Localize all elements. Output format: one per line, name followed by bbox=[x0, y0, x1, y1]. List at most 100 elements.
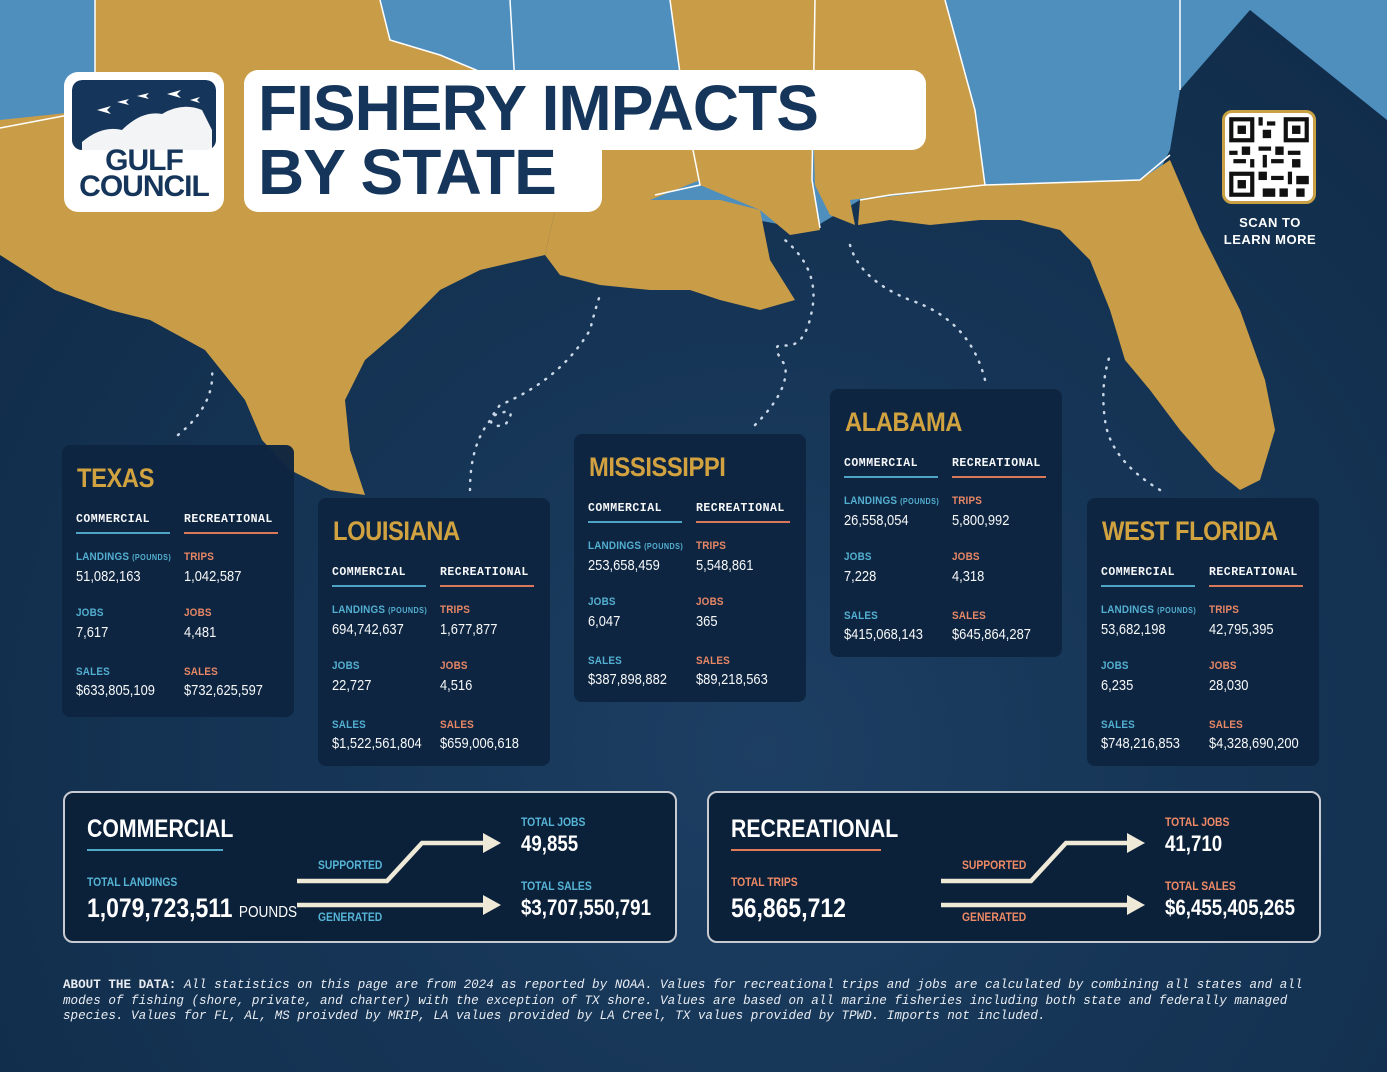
commercial-column-header: COMMERCIAL bbox=[588, 502, 682, 523]
recreational-trips-value: 1,677,877 bbox=[440, 621, 498, 638]
trips-label: TRIPS bbox=[952, 495, 983, 507]
gulf-council-logo[interactable]: GULF COUNCIL bbox=[64, 72, 224, 212]
fish-school-icon bbox=[72, 80, 216, 150]
recreational-column-header: RECREATIONAL bbox=[440, 566, 534, 587]
pounds-unit-label: (POUNDS) bbox=[132, 553, 172, 562]
commercial-jobs-label: JOBS bbox=[588, 596, 616, 608]
recreational-sales-label: SALES bbox=[184, 666, 218, 678]
recreational-trips-value: 5,548,861 bbox=[696, 557, 754, 574]
commercial-sales-label: SALES bbox=[1101, 719, 1135, 731]
pounds-unit-label: (POUNDS) bbox=[1157, 606, 1197, 615]
commercial-arrows-icon bbox=[297, 833, 501, 915]
recreational-jobs-value: 365 bbox=[696, 613, 718, 630]
recreational-jobs-value: 4,516 bbox=[440, 677, 473, 694]
pounds-unit-label: (POUNDS) bbox=[644, 542, 684, 551]
recreational-sales-label: SALES bbox=[440, 719, 474, 731]
state-name: LOUISIANA bbox=[333, 516, 460, 546]
recreational-jobs-label: JOBS bbox=[1209, 660, 1237, 672]
commercial-landings-value: 26,558,054 bbox=[844, 512, 909, 529]
recreational-summary: RECREATIONAL TOTAL TRIPS 56,865,712 SUPP… bbox=[707, 791, 1321, 943]
commercial-generated-label: GENERATED bbox=[318, 912, 383, 924]
commercial-landings-value: 253,658,459 bbox=[588, 557, 660, 574]
commercial-landings-value: 53,682,198 bbox=[1101, 621, 1166, 638]
recreational-jobs-label: JOBS bbox=[952, 551, 980, 563]
total-landings-unit: POUNDS bbox=[238, 904, 298, 921]
state-card-mississippi: MISSISSIPPI COMMERCIAL RECREATIONAL LANDING… bbox=[574, 434, 806, 702]
commercial-sales-value: $1,522,561,804 bbox=[332, 735, 422, 752]
commercial-sales-label: SALES bbox=[76, 666, 110, 678]
logo-line2: COUNCIL bbox=[79, 170, 210, 203]
commercial-landings-value: 51,082,163 bbox=[76, 568, 141, 585]
page-title: FISHERY IMPACTS BY STATE bbox=[258, 72, 819, 204]
state-card-texas: TEXAS COMMERCIAL RECREATIONAL LANDINGS (POU… bbox=[62, 445, 294, 717]
pounds-unit-label: (POUNDS) bbox=[388, 606, 428, 615]
louisiana-land bbox=[545, 100, 795, 310]
recreational-arrows-icon bbox=[941, 833, 1145, 915]
title-line1: FISHERY IMPACTS bbox=[258, 72, 819, 144]
commercial-jobs-value: 7,617 bbox=[76, 624, 109, 641]
commercial-column-header: COMMERCIAL bbox=[1101, 566, 1195, 587]
recreational-jobs-label: JOBS bbox=[184, 607, 212, 619]
title-panel-top bbox=[244, 70, 926, 150]
landings-label: LANDINGS (POUNDS) bbox=[332, 604, 427, 616]
about-heading: ABOUT THE DATA: bbox=[63, 978, 177, 992]
trips-label: TRIPS bbox=[184, 551, 215, 563]
commercial-summary-underline bbox=[87, 849, 223, 851]
commercial-sales-label: SALES bbox=[844, 610, 878, 622]
recreational-total-jobs-label: TOTAL JOBS bbox=[1165, 817, 1230, 829]
recreational-sales-label: SALES bbox=[952, 610, 986, 622]
recreational-column-header: RECREATIONAL bbox=[184, 513, 278, 534]
commercial-sales-label: SALES bbox=[332, 719, 366, 731]
recreational-jobs-label: JOBS bbox=[440, 660, 468, 672]
commercial-summary: COMMERCIAL TOTAL LANDINGS 1,079,723,511 … bbox=[63, 791, 677, 943]
state-name: ALABAMA bbox=[845, 407, 963, 437]
recreational-sales-value: $645,864,287 bbox=[952, 626, 1031, 643]
landings-label: LANDINGS (POUNDS) bbox=[76, 551, 171, 563]
commercial-sales-value: $387,898,882 bbox=[588, 671, 667, 688]
commercial-landings-value: 694,742,637 bbox=[332, 621, 404, 638]
total-trips-label: TOTAL TRIPS bbox=[731, 877, 798, 889]
qr-label: SCAN TO LEARN MORE bbox=[1210, 214, 1330, 248]
recreational-column-header: RECREATIONAL bbox=[1209, 566, 1303, 587]
title-panel-bottom bbox=[244, 140, 602, 212]
recreational-sales-label: SALES bbox=[1209, 719, 1243, 731]
trips-label: TRIPS bbox=[440, 604, 471, 616]
recreational-generated-label: GENERATED bbox=[962, 912, 1027, 924]
state-name: WEST FLORIDA bbox=[1102, 516, 1278, 546]
commercial-sales-value: $748,216,853 bbox=[1101, 735, 1180, 752]
commercial-total-sales-label: TOTAL SALES bbox=[521, 881, 592, 893]
recreational-supported-label: SUPPORTED bbox=[962, 860, 1027, 872]
qr-label-line2: LEARN MORE bbox=[1223, 232, 1317, 247]
qr-code[interactable] bbox=[1222, 110, 1316, 204]
landings-label: LANDINGS (POUNDS) bbox=[588, 540, 683, 552]
commercial-column-header: COMMERCIAL bbox=[76, 513, 170, 534]
about-the-data: ABOUT THE DATA: All statistics on this p… bbox=[63, 978, 1323, 1025]
florida-land bbox=[858, 160, 1275, 490]
total-landings-value: 1,079,723,511 POUNDS bbox=[87, 893, 297, 924]
recreational-column-header: RECREATIONAL bbox=[952, 457, 1046, 478]
recreational-trips-value: 5,800,992 bbox=[952, 512, 1010, 529]
pounds-unit-label: (POUNDS) bbox=[900, 497, 940, 506]
commercial-total-sales-value: $3,707,550,791 bbox=[521, 895, 651, 920]
state-name: TEXAS bbox=[77, 463, 155, 493]
state-card-louisiana: LOUISIANA COMMERCIAL RECREATIONAL LANDINGS … bbox=[318, 498, 550, 766]
state-card-west-florida: WEST FLORIDA COMMERCIAL RECREATIONAL LANDIN… bbox=[1087, 498, 1319, 766]
total-landings-number: 1,079,723,511 bbox=[87, 893, 233, 923]
state-card-alabama: ALABAMA COMMERCIAL RECREATIONAL LANDINGS (P… bbox=[830, 389, 1062, 657]
recreational-sales-value: $659,006,618 bbox=[440, 735, 519, 752]
landings-label-text: LANDINGS bbox=[76, 551, 130, 563]
commercial-jobs-value: 22,727 bbox=[332, 677, 372, 694]
commercial-jobs-value: 6,235 bbox=[1101, 677, 1134, 694]
recreational-sales-value: $89,218,563 bbox=[696, 671, 768, 688]
recreational-jobs-value: 4,481 bbox=[184, 624, 217, 641]
recreational-sales-value: $732,625,597 bbox=[184, 682, 263, 699]
recreational-summary-title: RECREATIONAL bbox=[731, 815, 899, 843]
total-trips-value: 56,865,712 bbox=[731, 893, 846, 923]
recreational-jobs-label: JOBS bbox=[696, 596, 724, 608]
about-text: All statistics on this page are from 202… bbox=[63, 978, 1303, 1023]
commercial-jobs-value: 6,047 bbox=[588, 613, 621, 630]
commercial-jobs-label: JOBS bbox=[1101, 660, 1129, 672]
recreational-sales-value: $4,328,690,200 bbox=[1209, 735, 1299, 752]
commercial-total-jobs-value: 49,855 bbox=[521, 831, 579, 856]
state-name: MISSISSIPPI bbox=[589, 452, 726, 482]
